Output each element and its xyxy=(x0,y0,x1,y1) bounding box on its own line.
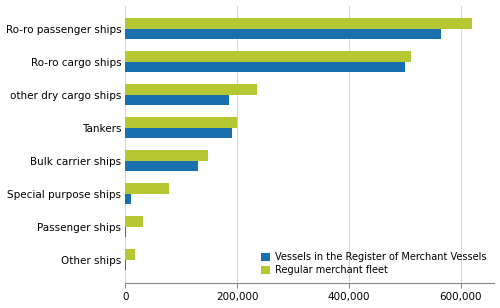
Bar xyxy=(126,62,405,72)
Bar xyxy=(126,194,131,204)
Bar xyxy=(126,51,410,62)
Bar xyxy=(126,249,136,260)
Bar xyxy=(126,95,229,105)
Bar xyxy=(126,150,208,161)
Bar xyxy=(126,161,198,171)
Bar xyxy=(126,18,472,29)
Bar xyxy=(126,29,442,39)
Bar xyxy=(126,183,169,194)
Bar xyxy=(126,216,143,227)
Bar xyxy=(126,117,237,128)
Bar xyxy=(126,128,232,138)
Legend: Vessels in the Register of Merchant Vessels, Regular merchant fleet: Vessels in the Register of Merchant Vess… xyxy=(258,249,490,278)
Bar xyxy=(126,84,257,95)
